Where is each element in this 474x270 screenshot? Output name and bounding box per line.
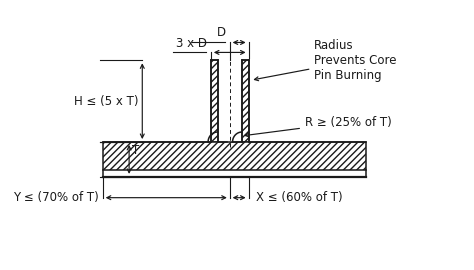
- Text: Y ≤ (70% of T): Y ≤ (70% of T): [13, 191, 99, 204]
- Text: T: T: [132, 144, 139, 157]
- Text: D: D: [217, 26, 226, 39]
- Text: Radius
Prevents Core
Pin Burning: Radius Prevents Core Pin Burning: [255, 39, 397, 82]
- Text: 3 x D: 3 x D: [176, 38, 207, 50]
- Text: R ≥ (25% of T): R ≥ (25% of T): [245, 116, 392, 137]
- Text: H ≤ (5 x T): H ≤ (5 x T): [74, 95, 138, 108]
- Polygon shape: [211, 60, 218, 142]
- Polygon shape: [242, 60, 248, 142]
- Text: X ≤ (60% of T): X ≤ (60% of T): [256, 191, 343, 204]
- Polygon shape: [103, 142, 366, 170]
